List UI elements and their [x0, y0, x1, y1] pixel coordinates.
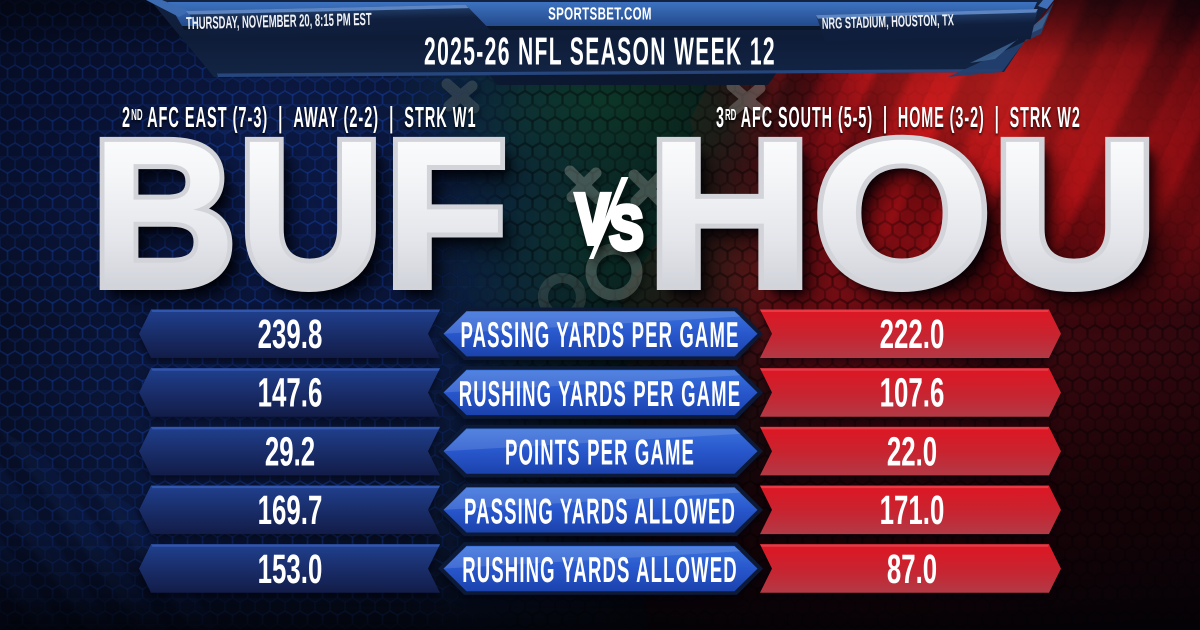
svg-text:THURSDAY, NOVEMBER 20, 8:15 PM: THURSDAY, NOVEMBER 20, 8:15 PM EST	[186, 9, 372, 33]
svg-text:PASSING YARDS PER GAME: PASSING YARDS PER GAME	[460, 314, 739, 355]
svg-text:29.2: 29.2	[265, 428, 315, 474]
svg-text:RUSHING YARDS ALLOWED: RUSHING YARDS ALLOWED	[462, 549, 737, 590]
svg-text:153.0: 153.0	[258, 546, 323, 592]
svg-text:171.0: 171.0	[880, 487, 945, 533]
svg-text:147.6: 147.6	[258, 370, 323, 416]
svg-text:POINTS PER GAME: POINTS PER GAME	[505, 432, 695, 473]
svg-text:V: V	[576, 180, 610, 258]
svg-text:2025-26 NFL SEASON WEEK 12: 2025-26 NFL SEASON WEEK 12	[424, 31, 776, 74]
svg-text:107.6: 107.6	[880, 370, 945, 416]
svg-text:22.0: 22.0	[887, 428, 937, 474]
svg-text:NRG STADIUM, HOUSTON, TX: NRG STADIUM, HOUSTON, TX	[822, 12, 955, 33]
svg-text:PASSING YARDS ALLOWED: PASSING YARDS ALLOWED	[464, 490, 736, 531]
svg-text:SPORTSBET.COM: SPORTSBET.COM	[548, 4, 652, 24]
svg-text:87.0: 87.0	[887, 546, 937, 592]
svg-text:222.0: 222.0	[880, 311, 945, 357]
svg-text:RUSHING YARDS PER GAME: RUSHING YARDS PER GAME	[459, 373, 741, 414]
svg-text:169.7: 169.7	[258, 487, 323, 533]
svg-text:239.8: 239.8	[258, 311, 323, 357]
